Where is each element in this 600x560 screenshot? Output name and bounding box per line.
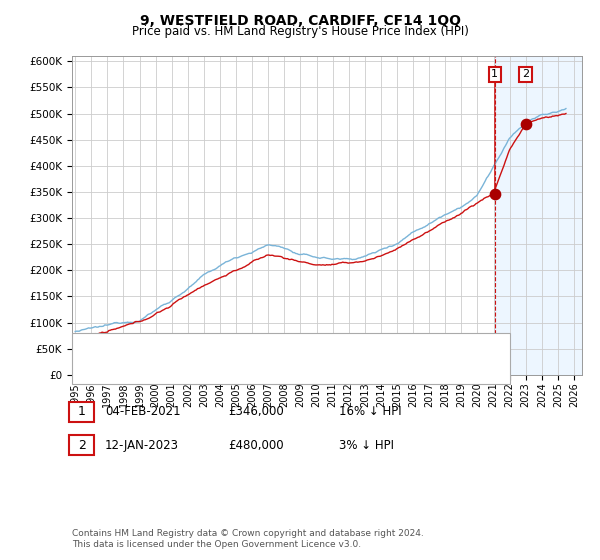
Text: £346,000: £346,000 [228,405,284,418]
Text: £480,000: £480,000 [228,438,284,452]
Text: 1: 1 [77,405,86,418]
Text: 9, WESTFIELD ROAD, CARDIFF, CF14 1QQ (detached house): 9, WESTFIELD ROAD, CARDIFF, CF14 1QQ (de… [111,342,422,352]
Text: 2: 2 [77,438,86,452]
Bar [495,56,582,375]
Point [521,119,530,128]
Text: 3% ↓ HPI: 3% ↓ HPI [339,438,394,452]
Text: 16% ↓ HPI: 16% ↓ HPI [339,405,401,418]
Text: 9, WESTFIELD ROAD, CARDIFF, CF14 1QQ: 9, WESTFIELD ROAD, CARDIFF, CF14 1QQ [139,14,461,28]
Point [490,189,500,198]
Text: HPI: Average price, detached house, Cardiff: HPI: Average price, detached house, Card… [111,366,339,376]
Text: Contains HM Land Registry data © Crown copyright and database right 2024.
This d: Contains HM Land Registry data © Crown c… [72,529,424,549]
Text: 12-JAN-2023: 12-JAN-2023 [105,438,179,452]
Text: 04-FEB-2021: 04-FEB-2021 [105,405,181,418]
Text: Price paid vs. HM Land Registry's House Price Index (HPI): Price paid vs. HM Land Registry's House … [131,25,469,38]
Text: 1: 1 [491,69,499,80]
Text: 2: 2 [522,69,529,80]
